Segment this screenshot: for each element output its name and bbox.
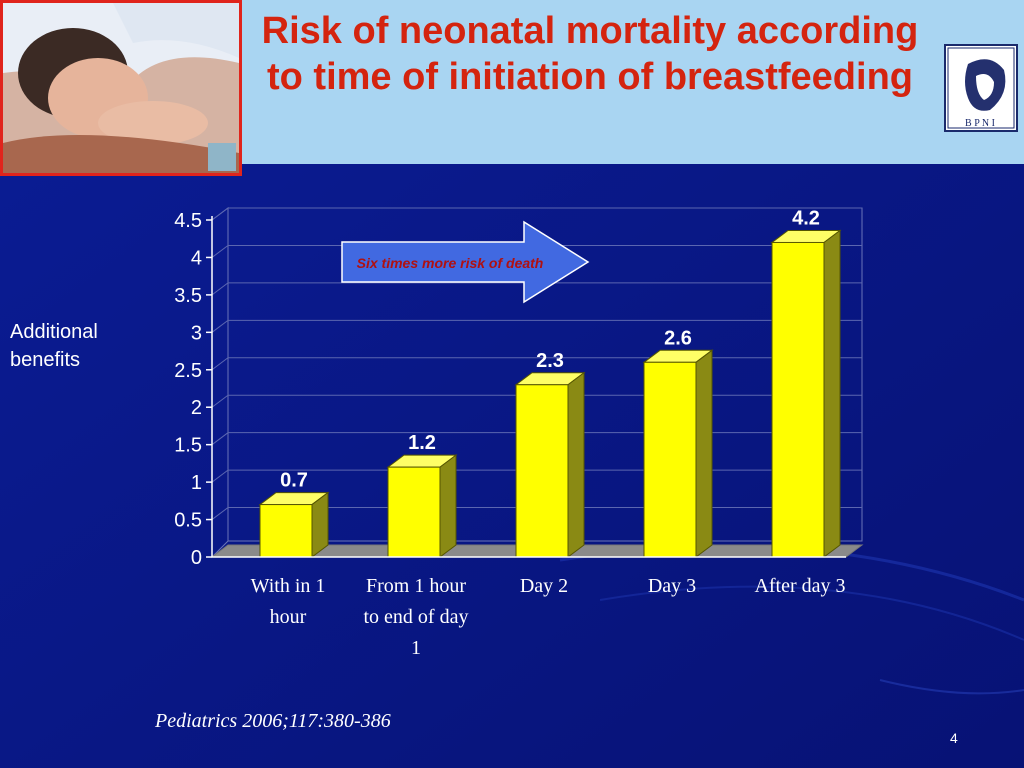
bar bbox=[514, 371, 586, 558]
x-category-label: Day 2 bbox=[520, 575, 568, 597]
y-tick-label: 4.5 bbox=[174, 210, 202, 232]
bar-side bbox=[439, 454, 457, 558]
side-note-line-1: Additional bbox=[10, 321, 98, 343]
bar-side bbox=[823, 229, 841, 558]
x-axis-categories: With in 1 hour From 1 hour to end of day 1 Da… bbox=[251, 575, 846, 659]
x-category-label: to end of day bbox=[364, 606, 469, 628]
slide-title: Risk of neonatal mortality according to … bbox=[261, 10, 919, 98]
bar bbox=[386, 454, 458, 558]
y-tick-label: 2 bbox=[191, 397, 202, 419]
y-tick-label: 3 bbox=[191, 322, 202, 344]
annotation-arrow: Six times more risk of death bbox=[341, 220, 590, 304]
additional-benefits-label: Additional benefits bbox=[10, 318, 98, 374]
bpni-logo: B P N I bbox=[944, 44, 1018, 132]
x-category-label: With in 1 bbox=[251, 575, 326, 597]
y-axis-ticks: 0 0.5 1 1.5 2 2.5 3 3.5 4 4.5 bbox=[174, 210, 202, 569]
bar-side bbox=[695, 349, 713, 558]
right-arrow-shape bbox=[341, 220, 590, 304]
data-label: 0.7 bbox=[280, 470, 308, 492]
x-category-label: After day 3 bbox=[754, 575, 845, 597]
chart-side-wall bbox=[211, 207, 229, 559]
x-category-label: 1 bbox=[411, 637, 421, 659]
citation: Pediatrics 2006;117:380-386 bbox=[155, 710, 391, 732]
side-note-line-2: benefits bbox=[10, 349, 81, 371]
gridline bbox=[211, 244, 862, 258]
chart-axes bbox=[206, 216, 846, 558]
data-label: 1.2 bbox=[408, 432, 436, 454]
page-number: 4 bbox=[950, 730, 958, 746]
bar-side bbox=[311, 491, 329, 558]
annotation-text: Six times more risk of death bbox=[357, 255, 544, 271]
gridline bbox=[211, 319, 862, 333]
baby-photo bbox=[0, 0, 242, 176]
data-label: 2.6 bbox=[664, 327, 692, 349]
bar-front bbox=[387, 466, 441, 558]
bar-front bbox=[515, 384, 569, 558]
y-tick-label: 0.5 bbox=[174, 510, 202, 532]
y-tick-label: 4 bbox=[191, 247, 202, 269]
y-tick-label: 3.5 bbox=[174, 285, 202, 307]
y-tick-label: 0 bbox=[191, 547, 202, 569]
bar-front bbox=[643, 361, 697, 558]
logo-initials: B P N I bbox=[965, 118, 995, 129]
chart-bars bbox=[258, 229, 842, 558]
data-label: 4.2 bbox=[792, 207, 820, 229]
y-tick-label: 1.5 bbox=[174, 435, 202, 457]
bar-front bbox=[771, 241, 825, 558]
gridline bbox=[211, 282, 862, 296]
data-label: 2.3 bbox=[536, 350, 564, 372]
bar bbox=[642, 349, 714, 558]
x-category-label: From 1 hour bbox=[366, 575, 466, 597]
gridline bbox=[211, 207, 862, 221]
y-tick-label: 1 bbox=[191, 472, 202, 494]
bar-front bbox=[259, 504, 313, 558]
x-category-label: Day 3 bbox=[648, 575, 696, 597]
x-category-label: hour bbox=[270, 606, 307, 628]
data-labels: 0.7 1.2 2.3 2.6 4.2 bbox=[280, 207, 820, 491]
bar bbox=[770, 229, 842, 558]
y-tick-label: 2.5 bbox=[174, 360, 202, 382]
bar-side bbox=[567, 371, 585, 558]
bar bbox=[258, 491, 330, 558]
